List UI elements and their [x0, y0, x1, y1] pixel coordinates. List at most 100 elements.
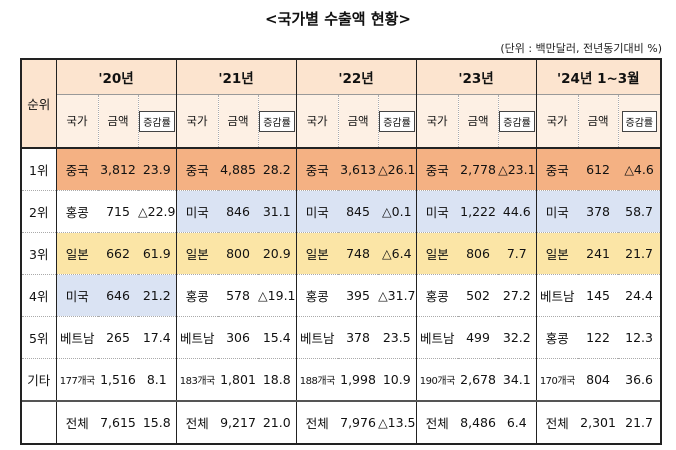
country-cell: 중국	[295, 148, 339, 191]
growth-cell: 15.8	[138, 400, 177, 445]
subheader-growth: 증감률	[617, 94, 663, 149]
country-cell: 전체	[295, 400, 339, 445]
country-cell: 183개국	[175, 358, 219, 401]
country-cell: 중국	[55, 148, 98, 191]
unit-note: (단위 : 백만달러, 전년동기대비 %)	[500, 42, 662, 55]
amount-cell: 9,217	[218, 400, 259, 445]
growth-cell: 20.9	[258, 232, 297, 275]
growth-cell: 6.4	[498, 400, 537, 445]
subheader-growth: 증감률	[137, 94, 177, 149]
amount-cell: 2,301	[578, 400, 619, 445]
amount-cell: 241	[578, 232, 619, 275]
subheader-amount: 금액	[97, 94, 138, 149]
amount-cell: 378	[338, 316, 379, 359]
growth-cell: 21.2	[138, 274, 177, 317]
amount-cell: 646	[98, 274, 138, 317]
amount-cell: 846	[218, 190, 259, 233]
rank-cell	[20, 400, 56, 445]
country-cell: 전체	[415, 400, 459, 445]
growth-cell: △19.1	[258, 274, 297, 317]
country-cell: 중국	[175, 148, 219, 191]
country-cell: 홍콩	[55, 190, 98, 233]
subheader-growth: 증감률	[497, 94, 537, 149]
amount-cell: 499	[458, 316, 499, 359]
growth-cell: 21.7	[618, 232, 663, 275]
country-cell: 홍콩	[535, 316, 579, 359]
growth-cell: 34.1	[498, 358, 537, 401]
growth-cell: △4.6	[618, 148, 663, 191]
country-cell: 전체	[535, 400, 579, 445]
subheader-country: 국가	[535, 94, 579, 149]
growth-cell: △6.4	[378, 232, 417, 275]
country-cell: 홍콩	[175, 274, 219, 317]
table-row: 기타 177개국 1,516 8.1 183개국 1,801 18.8 188개국 1,998 1…	[20, 358, 663, 401]
subheader-country: 국가	[55, 94, 98, 149]
growth-cell: 15.4	[258, 316, 297, 359]
amount-cell: 845	[338, 190, 379, 233]
growth-cell: 8.1	[138, 358, 177, 401]
country-cell: 일본	[175, 232, 219, 275]
growth-cell: 21.7	[618, 400, 663, 445]
growth-cell: △13.5	[378, 400, 417, 445]
year-header-2023: '23년	[415, 58, 537, 95]
country-cell: 전체	[55, 400, 98, 445]
growth-cell: 27.2	[498, 274, 537, 317]
country-cell: 일본	[55, 232, 98, 275]
country-cell: 177개국	[55, 358, 98, 401]
growth-cell: △23.1	[498, 148, 537, 191]
country-cell: 홍콩	[295, 274, 339, 317]
country-cell: 미국	[295, 190, 339, 233]
table-row: 5위 베트남 265 17.4 베트남 306 15.4 베트남 378 23.5 베트남 499 32…	[20, 316, 663, 359]
growth-cell: △31.7	[378, 274, 417, 317]
year-header-2022: '22년	[295, 58, 417, 95]
amount-cell: 800	[218, 232, 259, 275]
growth-cell: △22.9	[138, 190, 177, 233]
country-cell: 전체	[175, 400, 219, 445]
country-cell: 베트남	[415, 316, 459, 359]
amount-cell: 378	[578, 190, 619, 233]
growth-cell: 23.5	[378, 316, 417, 359]
subheader-amount: 금액	[577, 94, 619, 149]
growth-label: 증감률	[379, 110, 415, 132]
amount-cell: 395	[338, 274, 379, 317]
growth-cell: 31.1	[258, 190, 297, 233]
growth-cell: 24.4	[618, 274, 663, 317]
growth-cell: 36.6	[618, 358, 663, 401]
country-cell: 베트남	[175, 316, 219, 359]
table-row: 전체 7,615 15.8 전체 9,217 21.0 전체 7,976 △13.5 전체 8,48…	[20, 400, 663, 445]
amount-cell: 2,778	[458, 148, 499, 191]
country-cell: 홍콩	[415, 274, 459, 317]
amount-cell: 3,613	[338, 148, 379, 191]
amount-cell: 3,812	[98, 148, 138, 191]
subheader-country: 국가	[415, 94, 459, 149]
subheader-amount: 금액	[457, 94, 499, 149]
amount-cell: 715	[98, 190, 138, 233]
amount-cell: 1,998	[338, 358, 379, 401]
country-cell: 베트남	[295, 316, 339, 359]
table-row: 1위 중국 3,812 23.9 중국 4,885 28.2 중국 3,613 △26.1 중국 2,…	[20, 148, 663, 191]
amount-cell: 748	[338, 232, 379, 275]
growth-cell: 7.7	[498, 232, 537, 275]
country-cell: 미국	[415, 190, 459, 233]
growth-cell: △26.1	[378, 148, 417, 191]
amount-cell: 662	[98, 232, 138, 275]
country-cell: 베트남	[535, 274, 579, 317]
amount-cell: 306	[218, 316, 259, 359]
amount-cell: 8,486	[458, 400, 499, 445]
country-cell: 베트남	[55, 316, 98, 359]
table-row: 3위 일본 662 61.9 일본 800 20.9 일본 748 △6.4 일본 806 7.7 일본 2…	[20, 232, 663, 275]
rank-cell: 1위	[20, 148, 56, 191]
amount-cell: 804	[578, 358, 619, 401]
growth-label: 증감률	[499, 110, 535, 132]
growth-cell: 21.0	[258, 400, 297, 445]
amount-cell: 7,976	[338, 400, 379, 445]
amount-cell: 265	[98, 316, 138, 359]
amount-cell: 145	[578, 274, 619, 317]
amount-cell: 1,516	[98, 358, 138, 401]
growth-cell: 58.7	[618, 190, 663, 233]
amount-cell: 612	[578, 148, 619, 191]
amount-cell: 7,615	[98, 400, 138, 445]
rank-cell: 기타	[20, 358, 56, 401]
subheader-amount: 금액	[217, 94, 259, 149]
growth-cell: △0.1	[378, 190, 417, 233]
